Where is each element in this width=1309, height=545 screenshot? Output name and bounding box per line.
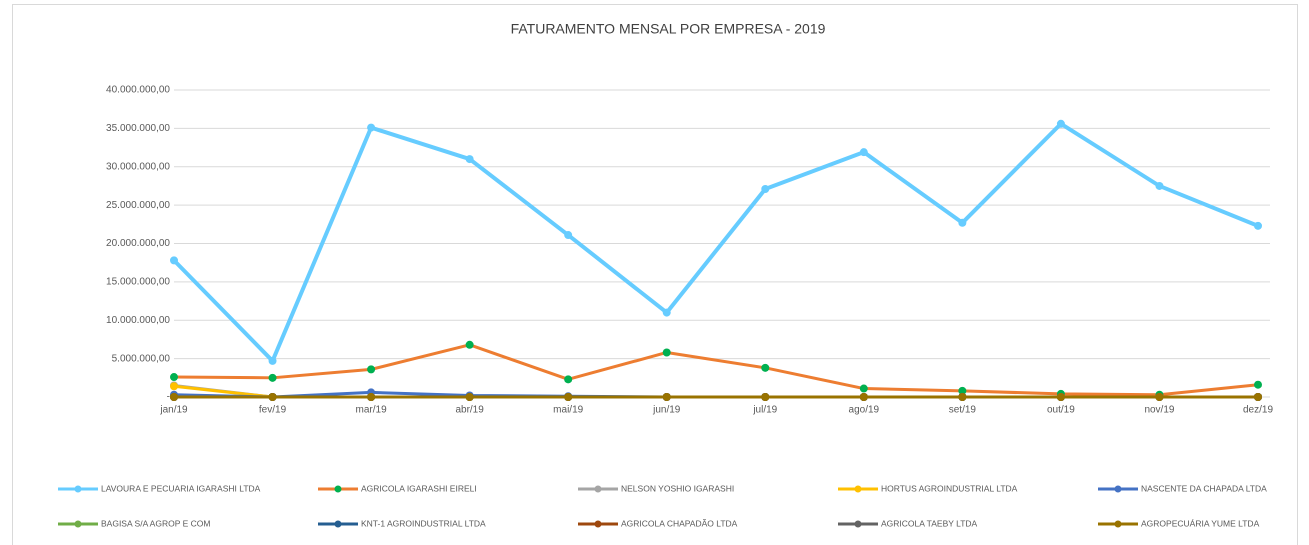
point	[170, 393, 178, 401]
y-tick-label: 25.000.000,00	[106, 200, 170, 211]
legend-label: AGRICOLA IGARASHI EIRELI	[361, 483, 477, 493]
point	[958, 393, 967, 401]
legend-label: AGRICOLA CHAPADÃO LTDA	[621, 518, 738, 528]
legend-marker	[74, 520, 82, 528]
x-tick-label: mai/19	[553, 405, 583, 416]
point	[170, 256, 178, 265]
legend-label: AGRICOLA TAEBY LTDA	[881, 518, 978, 528]
x-tick-label: dez/19	[1243, 405, 1273, 416]
point	[564, 393, 573, 401]
point	[958, 386, 967, 395]
series-line	[172, 121, 1259, 363]
point	[662, 308, 671, 317]
x-tick-label: set/19	[949, 405, 977, 416]
point	[465, 340, 474, 349]
legend-marker	[334, 485, 342, 493]
series-line	[173, 343, 1259, 397]
x-tick-label: out/19	[1047, 405, 1075, 416]
point	[1254, 380, 1262, 389]
y-tick-label: 30.000.000,00	[106, 161, 170, 172]
point	[367, 365, 376, 374]
x-tick-label: jan/19	[159, 405, 188, 416]
legend-label: KNT-1 AGROINDUSTRIAL LTDA	[361, 518, 486, 528]
x-tick-label: jun/19	[652, 405, 681, 416]
point	[564, 375, 573, 384]
point	[268, 393, 277, 401]
legend-marker	[594, 485, 602, 493]
x-tick-label: jul/19	[752, 405, 777, 416]
y-tick-label: 5.000.000,00	[112, 353, 171, 364]
point	[859, 384, 868, 393]
legend-label: AGROPECUÁRIA YUME LTDA	[1141, 518, 1260, 528]
y-tick-label: 40.000.000,00	[106, 85, 170, 96]
point	[1155, 181, 1164, 190]
chart-frame	[12, 4, 1298, 545]
legend-marker	[854, 485, 862, 493]
point	[170, 382, 178, 391]
legend-label: HORTUS AGROINDUSTRIAL LTDA	[881, 483, 1018, 493]
point	[465, 393, 474, 401]
point	[958, 218, 967, 227]
x-tick-label: mar/19	[356, 405, 388, 416]
point	[564, 231, 573, 240]
point	[1155, 393, 1164, 401]
point	[1056, 119, 1065, 128]
legend-marker	[1114, 485, 1122, 493]
point	[662, 348, 671, 357]
legend-marker	[594, 520, 602, 528]
legend-label: LAVOURA E PECUARIA IGARASHI LTDA	[101, 483, 261, 493]
y-tick-label: 15.000.000,00	[106, 277, 170, 288]
point	[1254, 221, 1262, 230]
point	[761, 363, 770, 372]
point	[268, 356, 277, 365]
chart-title: FATURAMENTO MENSAL POR EMPRESA - 2019	[511, 21, 826, 37]
legend-label: NELSON YOSHIO IGARASHI	[621, 483, 734, 493]
point	[268, 373, 277, 382]
y-tick-label: 10.000.000,00	[106, 315, 170, 326]
point	[465, 155, 474, 164]
point	[170, 373, 178, 382]
legend-label: BAGISA S/A AGROP E COM	[101, 518, 210, 528]
point	[859, 393, 868, 401]
point	[662, 393, 671, 401]
point	[761, 185, 770, 194]
point	[367, 393, 376, 401]
y-tick-label: 35.000.000,00	[106, 123, 170, 134]
x-tick-label: fev/19	[259, 405, 287, 416]
point	[1056, 393, 1065, 401]
legend-marker	[334, 520, 342, 528]
x-tick-label: ago/19	[849, 405, 880, 416]
point	[859, 148, 868, 157]
x-tick-label: nov/19	[1144, 405, 1174, 416]
point	[367, 123, 376, 132]
point	[761, 393, 770, 401]
legend-marker	[1114, 520, 1122, 528]
legend-marker	[854, 520, 862, 528]
y-tick-label: 20.000.000,00	[106, 238, 170, 249]
legend-marker	[74, 485, 82, 493]
legend-label: NASCENTE DA CHAPADA LTDA	[1141, 483, 1267, 493]
y-tick-label: -	[167, 392, 170, 403]
point	[1254, 393, 1262, 401]
x-tick-label: abr/19	[455, 405, 484, 416]
